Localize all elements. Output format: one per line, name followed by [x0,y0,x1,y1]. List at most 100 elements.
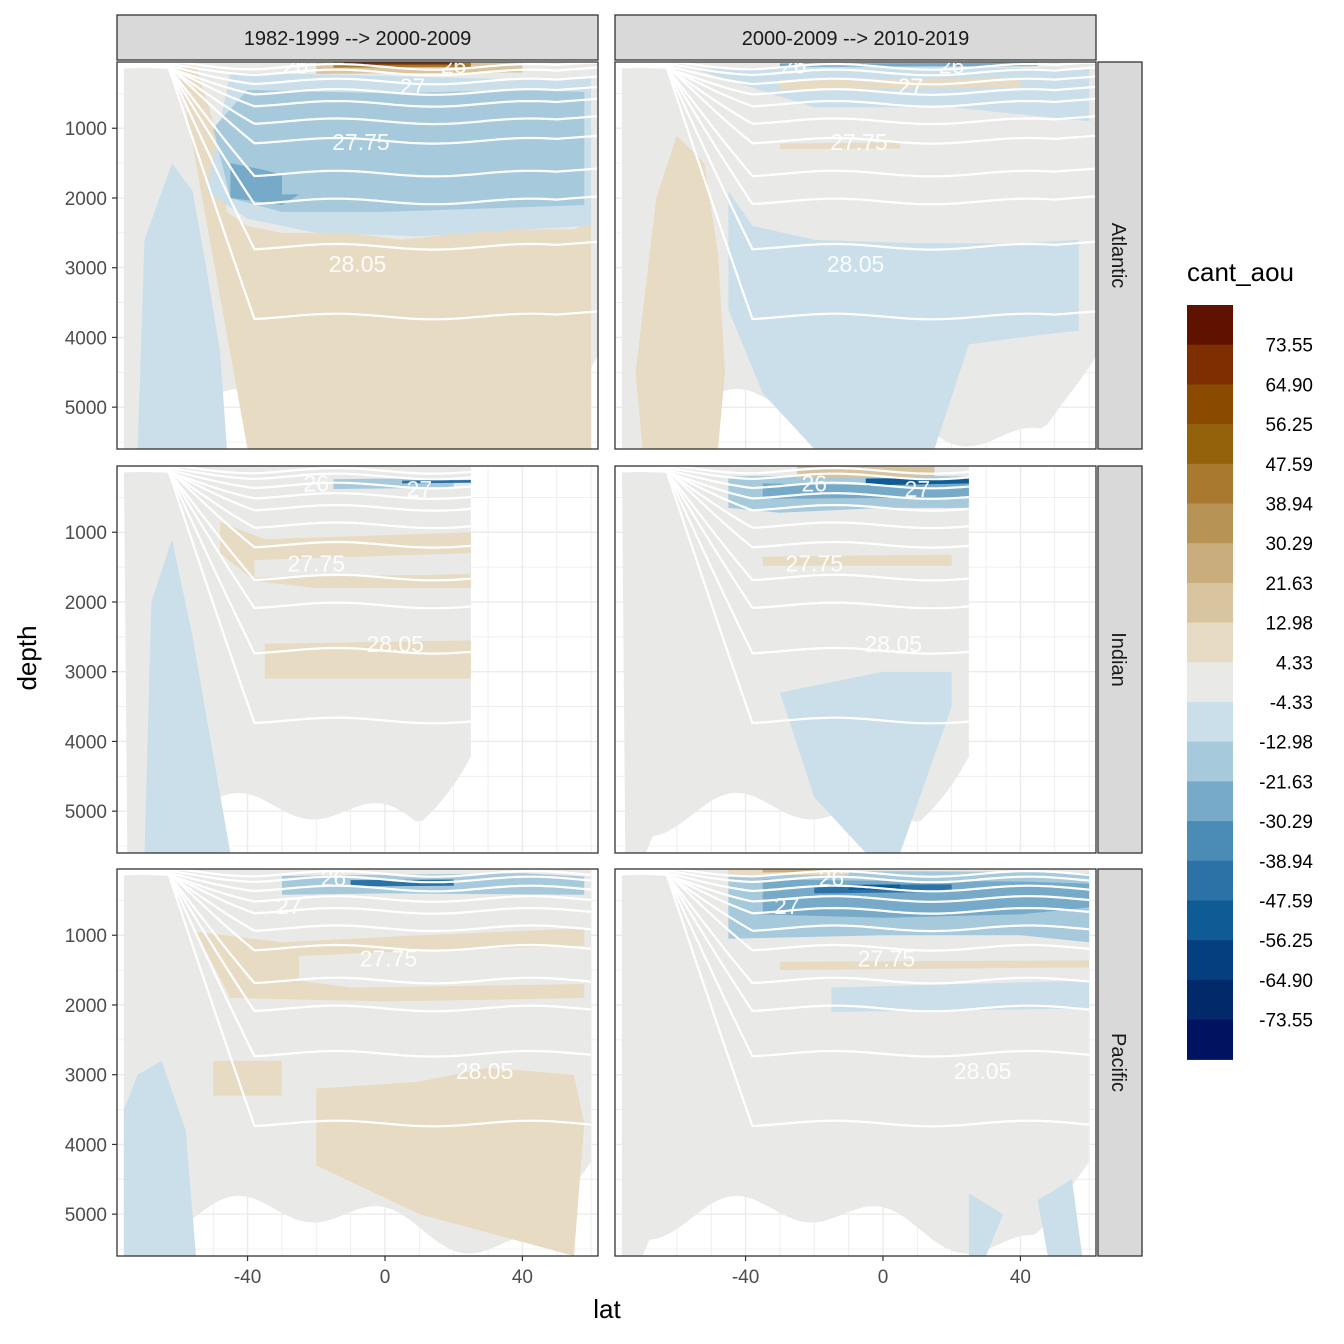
panel-border [116,61,599,450]
legend-swatch [1187,821,1233,862]
legend-swatch [1187,503,1233,544]
contour-line [621,469,969,655]
legend-label: 21.63 [1265,574,1313,595]
contour-line [621,62,1096,77]
facet-strips: 1982-1999 --> 2000-2009 2000-2009 --> 201… [116,14,1143,1257]
legend-swatch [1187,979,1233,1021]
axes: 1000200030004000500010002000300040005000… [65,119,1031,1288]
contour-line [123,65,598,321]
contour-label: 27 [905,476,931,502]
legend-label: 12.98 [1265,614,1313,635]
x-tick-label: 0 [380,1267,391,1288]
contour-line [123,467,471,490]
legend-swatch [1187,1019,1233,1060]
contour-label: 28.05 [827,251,885,277]
legend-swatch [1187,622,1233,663]
contour-label: 26 [283,52,309,78]
contour-label: 26 [939,52,965,78]
contour-label: 27 [774,893,800,919]
contour-line [621,63,1096,145]
contour-line [123,65,598,108]
anomaly-region [264,640,471,679]
anomaly-region [635,135,725,449]
legend-swatch [1187,424,1233,465]
legend-swatch [1187,305,1233,346]
contour-label: 26 [801,470,827,496]
row-strip [1097,868,1143,1257]
contour-label: 26 [441,52,467,78]
anomaly-region [137,163,227,449]
panel-border [116,465,599,854]
contour-label: 26 [321,865,347,891]
contour-line [621,872,1090,933]
contour-line [123,469,471,725]
contour-line [621,870,1090,893]
contour-line [621,872,1090,1128]
contour-label: 28.05 [865,631,923,657]
anomaly-region [968,1193,1004,1256]
legend-swatch [1187,860,1233,902]
anomaly-region [797,466,935,478]
y-tick-label: 2000 [65,996,107,1017]
contour-line [621,469,969,512]
contour-line [621,872,1090,1058]
legend-title: cant_aou [1187,257,1294,287]
panel-border [614,465,1097,854]
contour-line [621,466,969,475]
contour-line [621,467,969,549]
panel-border [116,868,599,1257]
panel-pacific-1: 26 27 27.75 28.05 [117,865,598,1256]
contour-line [123,469,471,530]
contour-line [621,469,969,582]
contour-label: 27.75 [830,129,888,155]
column-strip [116,14,599,61]
anomaly-region [213,243,564,449]
contour-line [621,63,1096,86]
contour-label: 27 [407,476,433,502]
y-tick-label: 1000 [65,119,107,140]
contour-line [123,65,598,206]
y-tick-label: 5000 [65,1205,107,1226]
legend-label: 56.25 [1265,415,1313,436]
contour-line [123,467,471,549]
panel-border [614,61,1097,450]
contour-line [621,467,969,490]
legend-swatch [1187,543,1233,584]
row-strip-label: Indian [1107,632,1129,687]
legend-label: -38.94 [1259,852,1313,873]
isopycnal-contours: 26 26 27 27.75 28.05 [123,52,598,321]
contour-line [123,62,598,77]
isopycnal-contours: 26 27 27.75 28.05 [621,869,1090,1128]
contour-line [621,65,1096,178]
contour-line [621,65,1096,251]
legend-swatch [1187,582,1233,624]
legend-label: -4.33 [1270,693,1313,714]
y-tick-label: 4000 [65,328,107,349]
x-tick-label: 40 [512,1267,533,1288]
contour-label: 26 [781,52,807,78]
contour-line [621,469,969,530]
contour-line [123,870,592,952]
contour-label: 27.75 [858,945,916,971]
contour-line [621,65,1096,96]
contour-line [123,63,598,86]
contour-line [123,65,598,96]
contour-line [123,469,471,655]
contour-line [123,872,592,1058]
contour-line [621,469,969,725]
y-tick-label: 3000 [65,1066,107,1087]
contour-line [123,65,598,178]
legend-swatch [1187,344,1233,385]
y-tick-label: 1000 [65,926,107,947]
legend-label: -47.59 [1259,892,1313,913]
panel-border [614,868,1097,1257]
legend-label: -21.63 [1259,772,1313,793]
panel-indian-2: 26 27 27.75 28.05 [615,466,1096,853]
row-strip-label: Pacific [1107,1033,1129,1092]
contour-label: 27.75 [287,551,345,577]
contour-line [123,870,592,893]
row-strip-label: Atlantic [1107,223,1129,289]
legend-swatch [1187,940,1233,981]
contour-label: 27 [400,73,426,99]
anomaly-regions [137,62,592,449]
